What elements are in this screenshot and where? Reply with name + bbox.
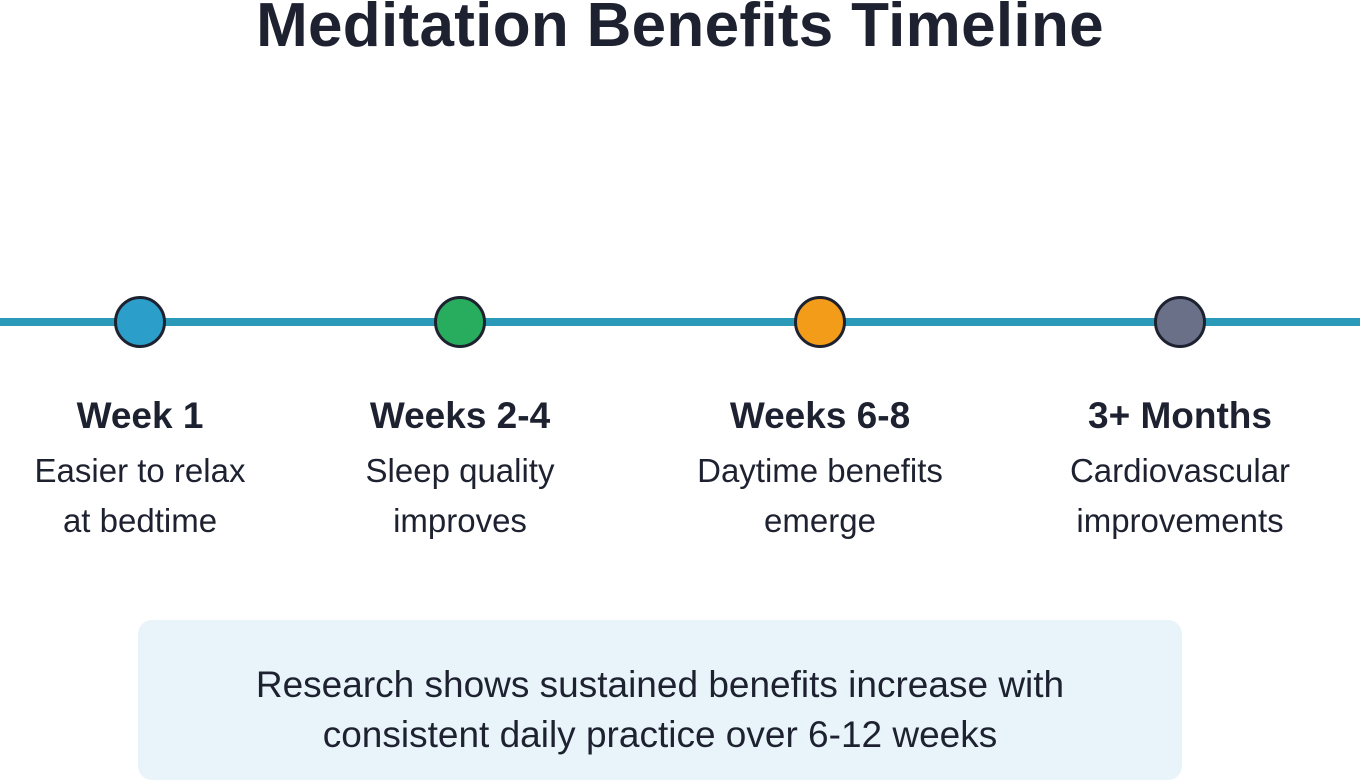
milestone-description-line: improves [393, 502, 527, 539]
milestone-description-line: improvements [1076, 502, 1284, 539]
milestone-marker-week-1 [114, 296, 166, 348]
milestone-label: Weeks 6-8 [729, 395, 911, 436]
milestone-description: Cardiovascular improvements [1020, 446, 1340, 546]
milestone-weeks-6-8: Weeks 6-8 Daytime benefits emerge [660, 388, 980, 546]
research-note-box: Research shows sustained benefits increa… [138, 620, 1182, 780]
research-note-line: consistent daily practice over 6-12 week… [322, 714, 998, 755]
timeline-line [0, 318, 1360, 326]
milestone-3-months: 3+ Months Cardiovascular improvements [1020, 388, 1340, 546]
milestone-weeks-2-4: Weeks 2-4 Sleep quality improves [300, 388, 620, 546]
milestone-description-line: at bedtime [62, 502, 218, 539]
research-note-text: Research shows sustained benefits increa… [138, 660, 1182, 760]
research-note-line: Research shows sustained benefits increa… [255, 664, 1065, 705]
milestone-description-line: Daytime benefits [697, 452, 943, 489]
milestone-label: 3+ Months [1088, 395, 1272, 436]
milestone-label: Week 1 [76, 395, 204, 436]
milestone-week-1: Week 1 Easier to relax at bedtime [0, 388, 300, 546]
milestone-marker-3-months [1154, 296, 1206, 348]
milestone-description-line: Easier to relax [34, 452, 246, 489]
milestone-description: Sleep quality improves [300, 446, 620, 546]
milestone-description-line: emerge [764, 502, 876, 539]
milestone-description: Daytime benefits emerge [660, 446, 980, 546]
milestone-label: Weeks 2-4 [369, 395, 551, 436]
milestone-marker-weeks-6-8 [794, 296, 846, 348]
milestone-description-line: Sleep quality [365, 452, 555, 489]
milestone-description: Easier to relax at bedtime [0, 446, 300, 546]
page-title: Meditation Benefits Timeline [256, 0, 1104, 60]
milestone-description-line: Cardiovascular [1069, 452, 1291, 489]
milestone-marker-weeks-2-4 [434, 296, 486, 348]
